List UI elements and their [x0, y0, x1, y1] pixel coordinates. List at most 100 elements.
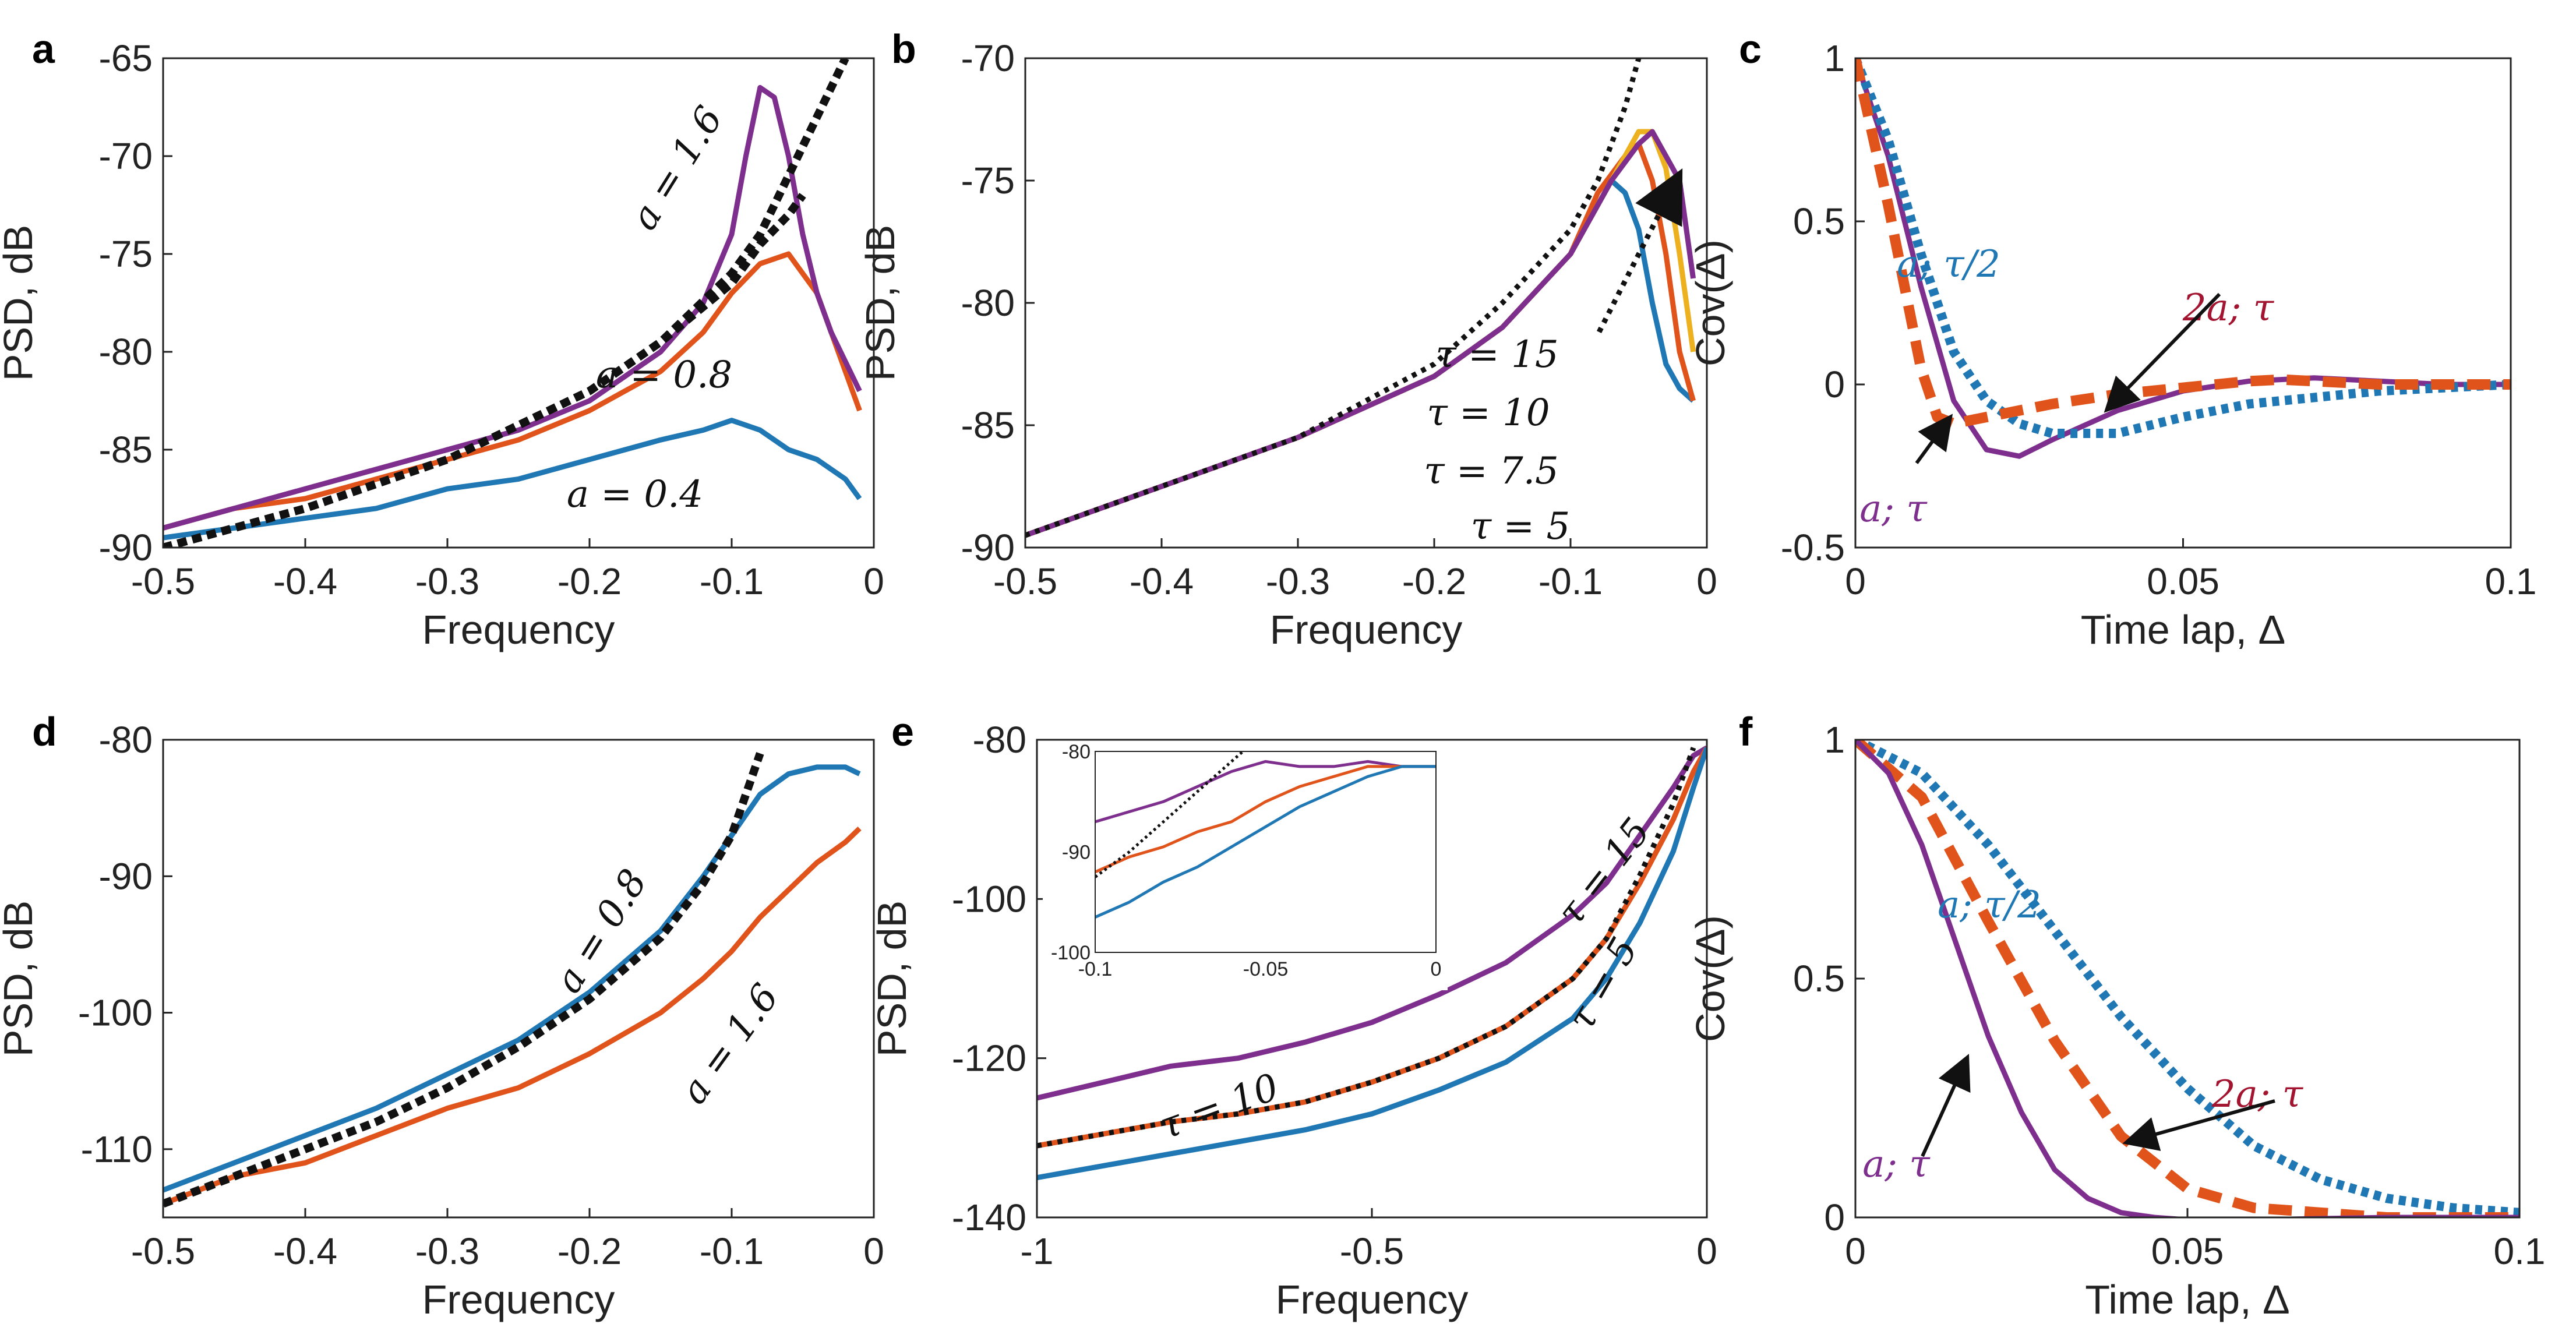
- arrow-2a-tau-c: [2104, 292, 2221, 413]
- series-a-0-4-line: [163, 418, 862, 541]
- x-tick-label: -1: [1021, 1230, 1054, 1272]
- x-tick-label: -0.5: [131, 560, 195, 602]
- inset-chart: -0.1 -0.05 0 -80 -90 -100: [1043, 741, 1448, 990]
- x-tick-label: -0.1: [700, 560, 764, 602]
- y-axis-label: PSD, dB: [0, 901, 41, 1057]
- x-tick-label: -0.5: [1340, 1230, 1404, 1272]
- y-tick-label: -85: [961, 404, 1015, 446]
- panel-label-f: f: [1739, 709, 1753, 754]
- annotation-label: a; τ: [1859, 488, 1928, 531]
- chart-panel-b: -0.5 -0.4 -0.3 -0.2 -0.1 0 -70 -75 -80 -85 -90 Freq…: [858, 37, 1717, 652]
- axes-box: [162, 57, 875, 549]
- plot-area: [163, 58, 862, 548]
- annotation-label: 2a; τ: [2211, 1073, 2304, 1116]
- series-fit-line: [1037, 747, 1696, 1149]
- chart-panel-f: 0 0.05 0.1 1 0.5 0 Time lap, Δ Cov(Δ) a; τ/2 2a; …: [1688, 719, 2545, 1322]
- plot-area: [163, 752, 862, 1208]
- chart-panel-a: -0.5 -0.4 -0.3 -0.2 -0.1 0 -65 -70 -75 -80 -85 -90 F…: [0, 37, 884, 652]
- y-tick-label: -90: [99, 855, 153, 897]
- annotation-label: a; τ/2: [1938, 884, 2041, 927]
- annotation-label: a = 0.8: [596, 354, 732, 397]
- x-axis-label: Frequency: [1270, 607, 1463, 652]
- x-tick-label: -0.2: [557, 1230, 622, 1272]
- x-tick-label: 0: [1845, 560, 1866, 602]
- y-axis-label: Cov(Δ): [1688, 915, 1733, 1042]
- series-fit-line: [163, 752, 764, 1208]
- inset-plot-area: [1095, 751, 1436, 919]
- plot-area: [1855, 740, 2519, 1217]
- annotation-label: τ = 5: [1559, 930, 1646, 1038]
- series--7-5-line: [1025, 141, 1696, 538]
- y-tick-label: -70: [961, 37, 1015, 79]
- y-tick-label: -65: [99, 37, 153, 79]
- x-tick-label: 0: [1696, 1230, 1717, 1272]
- y-tick-label: 1: [1824, 719, 1845, 761]
- y-tick-label: -100: [952, 878, 1026, 920]
- annotation-label: 2a; τ: [2182, 287, 2275, 330]
- plot-area: [1025, 58, 1696, 538]
- y-tick-label: -85: [99, 429, 153, 471]
- y-tick-label: -80: [99, 719, 153, 761]
- y-tick-label: -70: [99, 135, 153, 177]
- annotation-label: a = 1.6: [623, 99, 732, 238]
- x-tick-label: -0.2: [557, 560, 622, 602]
- x-tick-label: 0.05: [2151, 1230, 2224, 1272]
- x-tick-label: -0.2: [1402, 560, 1466, 602]
- y-axis-label: Cov(Δ): [1688, 239, 1733, 366]
- x-tick-label: -0.4: [273, 1230, 337, 1272]
- series-a-1-6-line: [163, 827, 862, 1206]
- inset-background: [1043, 746, 1448, 990]
- y-tick-label: -140: [952, 1196, 1026, 1238]
- x-axis-label: Frequency: [422, 607, 615, 652]
- y-tick-label: -90: [961, 527, 1015, 569]
- inset-y-tick-label: -100: [1051, 942, 1091, 964]
- series--5-line: [1025, 178, 1695, 538]
- axes-box: [1024, 57, 1708, 549]
- y-tick-label: -0.5: [1781, 527, 1845, 569]
- series-a-2-line: [1855, 58, 2511, 438]
- panel-label-e: e: [891, 709, 914, 754]
- y-tick-label: 0: [1824, 1196, 1845, 1238]
- chart-panel-d: -0.5 -0.4 -0.3 -0.2 -0.1 0 -80 -90 -100 -110 Frequ…: [0, 719, 884, 1322]
- x-tick-label: 0: [1696, 560, 1717, 602]
- series-a-0-8-line: [163, 251, 862, 531]
- y-tick-label: -90: [99, 527, 153, 569]
- x-tick-label: -0.4: [273, 560, 337, 602]
- x-axis-label: Time lap, Δ: [2085, 1277, 2289, 1322]
- x-tick-label: -0.5: [993, 560, 1057, 602]
- x-tick-label: 0: [1845, 1230, 1866, 1272]
- x-tick-label: -0.5: [131, 1230, 195, 1272]
- series-fit-a-1-6-line: [163, 58, 849, 548]
- series-a-1-6-line: [163, 84, 862, 531]
- y-tick-label: 0.5: [1793, 958, 1845, 1000]
- y-tick-label: -110: [81, 1128, 153, 1170]
- arrow-a-tau-f: [1921, 1054, 1971, 1157]
- y-tick-label: -120: [952, 1037, 1026, 1079]
- x-tick-label: -0.1: [1538, 560, 1603, 602]
- chart-panel-e: -1 -0.5 0 -80 -100 -120 -140 Frequency PSD, dB -0…: [869, 719, 1717, 1322]
- inset-x-tick-label: 0: [1431, 958, 1442, 980]
- annotation-label: a = 0.4: [567, 473, 703, 516]
- x-tick-label: 0.1: [2494, 1230, 2546, 1272]
- x-tick-label: 0: [863, 560, 884, 602]
- annotation-label: a = 1.6: [672, 976, 788, 1112]
- series--15-line: [1037, 745, 1707, 1101]
- series--10-line: [1095, 765, 1436, 874]
- series-a--line: [1855, 740, 2519, 1217]
- y-tick-label: 0.5: [1793, 200, 1845, 242]
- x-axis-label: Time lap, Δ: [2081, 607, 2285, 652]
- x-tick-label: -0.3: [415, 1230, 479, 1272]
- annotation-label: τ = 5: [1471, 505, 1570, 548]
- y-tick-label: -80: [99, 331, 153, 373]
- panel-label-d: d: [32, 709, 57, 754]
- annotation-label: τ = 15: [1435, 333, 1558, 376]
- series-2a--line: [1855, 58, 2511, 429]
- x-tick-label: -0.1: [700, 1230, 764, 1272]
- arrow-a-tau-c: [1915, 414, 1953, 464]
- series--10-line: [1025, 129, 1696, 538]
- x-axis-label: Frequency: [422, 1277, 615, 1322]
- inset-y-tick-label: -80: [1062, 741, 1091, 763]
- series-a-0-8-line: [163, 764, 861, 1193]
- x-axis-label: Frequency: [1276, 1277, 1469, 1322]
